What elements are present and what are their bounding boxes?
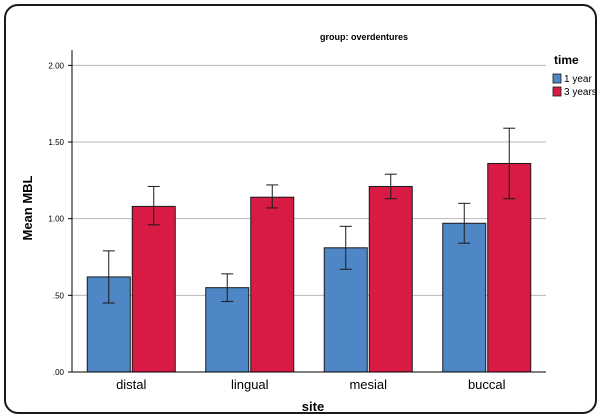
y-tick-label: 1.50: [48, 138, 64, 147]
y-tick-label: .50: [53, 291, 65, 300]
bar: [442, 222, 487, 373]
legend-title: time: [554, 53, 579, 67]
bar: [131, 205, 176, 373]
bar-chart: .00 .50 1.00 1.50 2.00 distal lingual mesial buc…: [20, 32, 597, 414]
y-axis-label: Mean MBL: [20, 175, 35, 240]
chart-frame: .00 .50 1.00 1.50 2.00 distal lingual mesial buc…: [4, 4, 597, 414]
legend: time 1 year 3 years: [552, 53, 597, 98]
x-tick-label: distal: [116, 377, 146, 392]
x-tick-label: lingual: [231, 377, 269, 392]
bars-layer: [86, 127, 532, 373]
y-tick-label: 2.00: [48, 61, 64, 70]
x-axis-label: site: [302, 399, 324, 414]
bar: [250, 196, 295, 373]
y-tick-label: .00: [53, 368, 65, 377]
legend-label: 1 year: [564, 74, 592, 85]
legend-swatch: [552, 73, 562, 84]
ticks-layer: .00 .50 1.00 1.50 2.00 distal lingual mesial buc…: [48, 61, 505, 392]
legend-swatch: [552, 86, 562, 97]
axes-layer: [71, 50, 546, 373]
bar: [368, 185, 413, 373]
y-tick-label: 1.00: [48, 215, 64, 224]
legend-label: 3 years: [564, 87, 597, 98]
x-tick-label: buccal: [468, 377, 506, 392]
x-tick-label: mesial: [349, 377, 387, 392]
chart-title: group: overdentures: [320, 32, 408, 42]
